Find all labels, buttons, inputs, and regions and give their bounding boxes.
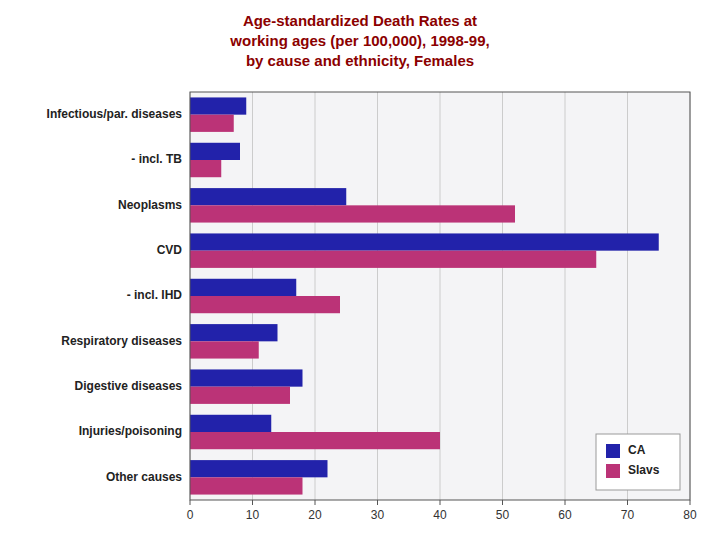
bar bbox=[190, 188, 346, 205]
tick-mark bbox=[377, 500, 378, 505]
bar bbox=[190, 477, 303, 494]
x-tick-label: 0 bbox=[187, 508, 194, 522]
chart-container: Age-standardized Death Rates at working a… bbox=[0, 0, 720, 540]
tick-mark bbox=[190, 500, 191, 505]
bar bbox=[190, 324, 278, 341]
legend-label: Slavs bbox=[628, 463, 660, 477]
bar bbox=[190, 233, 659, 250]
grid-line bbox=[502, 92, 503, 500]
tick-mark bbox=[252, 500, 253, 505]
bar bbox=[190, 115, 234, 132]
x-tick-label: 30 bbox=[371, 508, 385, 522]
bar bbox=[190, 279, 296, 296]
legend-box bbox=[596, 434, 680, 490]
plot-background bbox=[190, 92, 690, 500]
x-tick-label: 80 bbox=[683, 508, 697, 522]
bar bbox=[190, 341, 259, 358]
category-label: Infectious/par. diseases bbox=[47, 107, 183, 121]
bars bbox=[190, 97, 659, 494]
bar bbox=[190, 143, 240, 160]
category-label: Respiratory diseases bbox=[61, 334, 182, 348]
tick-mark bbox=[440, 500, 441, 505]
x-grid bbox=[190, 92, 690, 500]
category-label: Other causes bbox=[106, 470, 182, 484]
legend-swatch bbox=[606, 464, 620, 478]
title-line: working ages (per 100,000), 1998-99, bbox=[229, 32, 489, 49]
x-tick-label: 40 bbox=[433, 508, 447, 522]
chart-title: Age-standardized Death Rates at working a… bbox=[229, 12, 489, 69]
category-label: CVD bbox=[157, 243, 183, 257]
x-tick-label: 20 bbox=[308, 508, 322, 522]
category-label: - incl. TB bbox=[131, 152, 182, 166]
grid-line bbox=[565, 92, 566, 500]
legend-label: CA bbox=[628, 443, 646, 457]
category-label: Injuries/poisoning bbox=[79, 424, 182, 438]
tick-mark bbox=[502, 500, 503, 505]
plot-frame bbox=[190, 92, 690, 500]
category-label: Neoplasms bbox=[118, 198, 182, 212]
bar bbox=[190, 205, 515, 222]
chart-svg: Age-standardized Death Rates at working a… bbox=[0, 0, 720, 540]
x-tick-label: 50 bbox=[496, 508, 510, 522]
bar bbox=[190, 460, 328, 477]
legend-swatch bbox=[606, 444, 620, 458]
category-label: - incl. IHD bbox=[127, 288, 183, 302]
title-line: Age-standardized Death Rates at bbox=[243, 12, 477, 29]
tick-mark bbox=[565, 500, 566, 505]
x-tick-label: 10 bbox=[246, 508, 260, 522]
bar bbox=[190, 97, 246, 114]
bar bbox=[190, 432, 440, 449]
bar bbox=[190, 415, 271, 432]
tick-mark bbox=[627, 500, 628, 505]
x-tick-label: 70 bbox=[621, 508, 635, 522]
category-label: Digestive diseases bbox=[75, 379, 183, 393]
bar bbox=[190, 369, 303, 386]
bar bbox=[190, 387, 290, 404]
legend: CA Slavs bbox=[596, 434, 680, 490]
tick-mark bbox=[315, 500, 316, 505]
tick-mark bbox=[690, 500, 691, 505]
bar bbox=[190, 296, 340, 313]
title-line: by cause and ethnicity, Females bbox=[246, 52, 474, 69]
bar bbox=[190, 160, 221, 177]
x-tick-label: 60 bbox=[558, 508, 572, 522]
bar bbox=[190, 251, 596, 268]
